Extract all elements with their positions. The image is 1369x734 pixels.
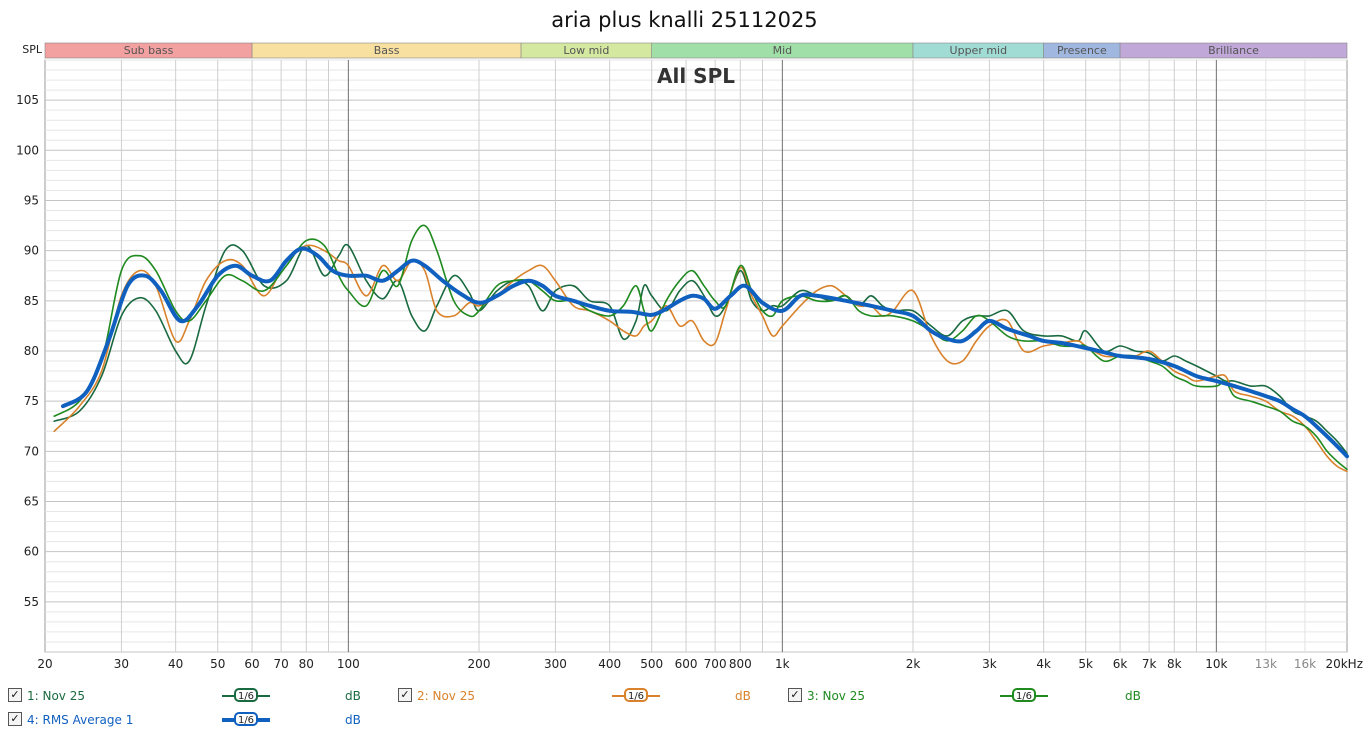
x-tick-label: 20kHz [1325,657,1363,671]
legend-checkbox[interactable]: ✓ [8,688,22,702]
smoothing-selector[interactable]: 1/6 [612,688,660,702]
legend-label: 3: Nov 25 [807,689,865,703]
legend-label: 4: RMS Average 1 [27,713,134,727]
x-tick-label: 20 [37,657,52,671]
legend-checkbox[interactable]: ✓ [788,688,802,702]
x-tick-label: 40 [168,657,183,671]
smoothing-value: 1/6 [234,688,258,702]
frequency-bands: Sub bass Bass Low mid Mid Upper mid Presence B… [44,42,1348,59]
x-tick-label: 80 [299,657,314,671]
y-tick-labels: 55 60 65 70 75 80 85 90 95 100 105 [16,93,39,609]
x-tick-label: 700 [704,657,727,671]
legend-checkbox[interactable]: ✓ [8,712,22,726]
smoothing-selector[interactable]: 1/6 [1000,688,1048,702]
y-tick-label: 95 [24,193,39,207]
x-tick-label: 5k [1078,657,1093,671]
x-tick-label: 13k [1255,657,1277,671]
band-label: Brilliance [1208,44,1259,57]
y-tick-label: 80 [24,344,39,358]
x-tick-label: 1k [775,657,790,671]
smoothing-selector[interactable]: 1/6 [222,688,270,702]
band-brilliance [1119,42,1348,59]
smoothing-value: 1/6 [1012,688,1036,702]
plot-label: All SPL [657,64,735,88]
legend-unit: dB [735,689,751,703]
band-label: Upper mid [950,44,1008,57]
smoothing-selector[interactable]: 1/6 [222,712,270,726]
x-tick-label: 200 [468,657,491,671]
x-tick-labels: 20 30 40 50 60 70 80 100 200 300 400 500 600 700 800 1k… [37,657,1363,671]
y-tick-label: 70 [24,444,39,458]
y-tick-label: 85 [24,294,39,308]
x-tick-label: 500 [640,657,663,671]
legend-label: 2: Nov 25 [417,689,475,703]
legend-label: 1: Nov 25 [27,689,85,703]
series-line-3 [53,224,1348,471]
chart-title: aria plus knalli 25112025 [551,8,818,32]
legend-unit: dB [345,689,361,703]
plot-area[interactable] [44,59,1348,653]
x-tick-label: 400 [598,657,621,671]
y-tick-label: 75 [24,394,39,408]
x-tick-label: 60 [244,657,259,671]
x-tick-label: 4k [1036,657,1051,671]
band-label: Sub bass [124,44,174,57]
legend-checkbox[interactable]: ✓ [398,688,412,702]
x-tick-label: 300 [544,657,567,671]
x-tick-label: 100 [337,657,360,671]
smoothing-value: 1/6 [624,688,648,702]
x-tick-label: 7k [1142,657,1157,671]
y-tick-label: 105 [16,93,39,107]
legend-unit: dB [1125,689,1141,703]
series-lines [53,224,1349,473]
band-label: Presence [1057,44,1107,57]
x-tick-label: 10k [1205,657,1227,671]
x-tick-label: 30 [114,657,129,671]
x-tick-label: 16k [1294,657,1316,671]
x-tick-label: 3k [982,657,997,671]
x-tick-label: 600 [675,657,698,671]
x-tick-label: 8k [1167,657,1182,671]
band-label: Low mid [563,44,609,57]
y-tick-label: 90 [24,244,39,258]
band-label: Bass [374,44,400,57]
series-line-1 [53,243,1348,455]
band-label: Mid [773,44,793,57]
y-axis-label: SPL [22,43,43,56]
x-tick-label: 70 [273,657,288,671]
y-tick-label: 100 [16,143,39,157]
y-tick-label: 60 [24,545,39,559]
y-tick-label: 65 [24,494,39,508]
series-line-4 [61,246,1349,459]
x-tick-label: 50 [210,657,225,671]
x-tick-label: 2k [906,657,921,671]
smoothing-value: 1/6 [234,712,258,726]
y-tick-label: 55 [24,595,39,609]
x-tick-label: 800 [729,657,752,671]
legend-unit: dB [345,713,361,727]
x-tick-label: 6k [1113,657,1128,671]
